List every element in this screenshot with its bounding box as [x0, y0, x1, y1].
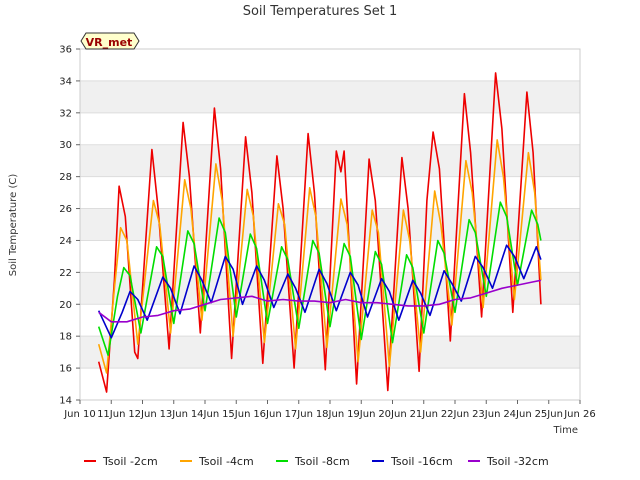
y-tick-label: 36: [59, 45, 72, 56]
legend: Tsoil -2cm Tsoil -4cm Tsoil -8cm Tsoil -16c…: [84, 455, 549, 468]
series-line-1: [97, 72, 542, 393]
y-tick-label: 32: [59, 108, 72, 119]
x-tick-label: 16Jun: [253, 409, 281, 420]
x-tick-label: 21Jun: [410, 409, 438, 420]
x-tick-label: 13Jun: [160, 409, 188, 420]
y-tick-label: 14: [59, 396, 72, 407]
x-tick-label: 23Jun: [472, 409, 500, 420]
y-tick-label: 22: [59, 268, 72, 279]
x-tick-label: 18Jun: [316, 409, 344, 420]
x-tick-label: 22Jun: [441, 409, 469, 420]
plot-band: [80, 80, 580, 113]
x-tick-label: 20Jun: [378, 409, 406, 420]
legend-label: Tsoil -32cm: [486, 455, 549, 468]
series-line-3: [97, 201, 542, 357]
y-tick-label: 16: [59, 364, 72, 375]
chart-title: Soil Temperatures Set 1: [243, 4, 398, 19]
station-badge-label: VR_met: [86, 36, 133, 49]
x-tick-label: 14Jun: [191, 409, 219, 420]
y-tick-label: 26: [59, 204, 72, 215]
series-line-5: [98, 279, 542, 323]
y-tick-label: 20: [59, 300, 72, 311]
y-tick-label: 28: [59, 172, 72, 183]
legend-label: Tsoil -8cm: [294, 455, 350, 468]
x-axis-label: Time: [553, 425, 578, 436]
y-tick-label: 30: [59, 140, 72, 151]
y-tick-label: 34: [59, 76, 72, 87]
plot-band: [80, 336, 580, 369]
series-line-4: [97, 244, 542, 339]
y-tick-label: 24: [59, 236, 72, 247]
x-tick-label: Jun 26: [563, 409, 596, 420]
x-tick-label: 17Jun: [285, 409, 313, 420]
x-tick-label: 12Jun: [128, 409, 156, 420]
x-tick-label: 24Jun: [503, 409, 531, 420]
x-tick-label: 19Jun: [347, 409, 375, 420]
plot-bands: [80, 80, 580, 369]
y-axis-label: Soil Temperature (C): [8, 174, 19, 277]
x-tick-label: 11Jun: [97, 409, 125, 420]
station-badge: VR_met: [80, 32, 140, 50]
y-axis-ticks: 14 16 18 20 22 24 26 28 30 32 34 36: [59, 45, 80, 407]
station-badge-shape: [80, 32, 140, 50]
x-tick-label: 15Jun: [222, 409, 250, 420]
y-tick-label: 18: [59, 332, 72, 343]
legend-label: Tsoil -2cm: [102, 455, 158, 468]
legend-label: Tsoil -4cm: [198, 455, 254, 468]
x-tick-label: Jun 10: [63, 409, 96, 420]
legend-label: Tsoil -16cm: [390, 455, 453, 468]
x-axis-ticks: Jun 10 11Jun 12Jun 13Jun 14Jun 15Jun 16Jun 17Ju…: [63, 400, 596, 420]
series-lines: [97, 72, 542, 393]
x-tick-label: 25Jun: [535, 409, 563, 420]
